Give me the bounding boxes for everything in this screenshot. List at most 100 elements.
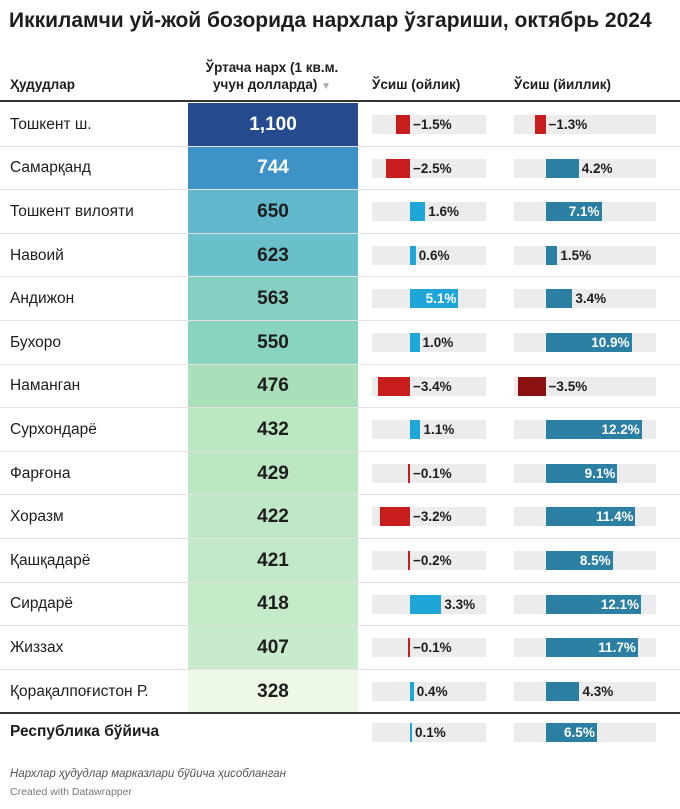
region-name: Фарғона [10, 464, 71, 482]
yearly-growth-bar[interactable] [545, 551, 613, 570]
monthly-growth-label: 5.1% [425, 291, 457, 307]
monthly-growth-label: 1.1% [423, 422, 455, 438]
monthly-growth-bar[interactable] [410, 420, 421, 440]
yearly-growth-track [514, 115, 656, 134]
monthly-growth-label: 0.4% [416, 683, 448, 699]
price-cell: 432 [188, 408, 358, 452]
monthly-growth-label: 1.6% [428, 204, 459, 220]
monthly-growth-label: 3.3% [444, 596, 476, 612]
total-monthly-growth-bar[interactable] [410, 723, 412, 742]
region-name: Қашқадарё [10, 551, 91, 569]
total-monthly-growth-track [372, 723, 486, 742]
yearly-growth-label: 9.1% [584, 465, 616, 481]
table-row: Андижон 563 5.1% 3.4% [0, 277, 680, 321]
monthly-growth-bar[interactable] [410, 202, 426, 222]
yearly-growth-label: 10.9% [591, 335, 630, 350]
yearly-growth-bar[interactable] [545, 681, 580, 701]
row-divider [0, 581, 680, 583]
yearly-growth-bar[interactable] [545, 202, 602, 222]
total-yearly-growth-bar[interactable] [545, 723, 597, 742]
yearly-growth-label: 8.5% [579, 553, 611, 568]
monthly-growth-track [372, 463, 486, 483]
monthly-growth-bar[interactable] [408, 551, 410, 570]
row-divider [0, 319, 680, 321]
monthly-growth-bar[interactable] [410, 245, 416, 265]
monthly-growth-bar[interactable] [410, 594, 442, 614]
yearly-growth-bar[interactable] [535, 115, 546, 134]
yearly-growth-bar[interactable] [545, 594, 641, 614]
footnote: Нархлар ҳудудлар марказлари бўйича ҳисоб… [10, 768, 286, 780]
monthly-growth-bar[interactable] [379, 507, 410, 527]
yearly-growth-bar[interactable] [517, 376, 546, 396]
monthly-growth-track [372, 681, 486, 701]
yearly-growth-label: 4.3% [582, 683, 614, 699]
table-row: Тошкент вилояти 650 1.6% 7.1% [0, 190, 680, 234]
monthly-growth-track [372, 245, 486, 265]
monthly-growth-label: 1.0% [422, 335, 454, 350]
sort-desc-icon[interactable]: ▼ [321, 81, 332, 92]
monthly-growth-track [372, 202, 486, 222]
table-row: Қорақалпоғистон Р. 328 0.4% 4.3% [0, 669, 680, 714]
header-monthly[interactable]: Ўсиш (ойлик) [372, 77, 461, 92]
table-row: Тошкент ш. 1,100 −1.5% −1.3% [0, 103, 680, 147]
price-cell: 650 [188, 190, 358, 234]
yearly-growth-label: 1.5% [560, 247, 592, 263]
row-divider [0, 537, 680, 539]
header-price[interactable]: Ўртача нарх (1 кв.м. учун долларда) ▼ [188, 59, 356, 95]
yearly-growth-label: 12.1% [600, 596, 639, 612]
yearly-growth-bar[interactable] [545, 158, 579, 178]
monthly-growth-bar[interactable] [410, 681, 414, 701]
region-name: Хоразм [10, 508, 64, 526]
table-row: Сурхондарё 432 1.1% 12.2% [0, 408, 680, 452]
yearly-growth-label: 12.2% [601, 422, 640, 438]
price-cell: 563 [188, 277, 358, 321]
region-name: Сурхондарё [10, 420, 97, 438]
yearly-growth-bar[interactable] [545, 333, 632, 352]
header-price-line1: Ўртача нарх (1 кв.м. [205, 60, 339, 75]
yearly-growth-bar[interactable] [545, 638, 638, 658]
price-cell: 407 [188, 626, 358, 670]
region-name: Тошкент вилояти [10, 202, 134, 220]
region-name: Андижон [10, 290, 75, 308]
price-cell: 623 [188, 233, 358, 278]
row-divider [0, 189, 680, 191]
total-yearly-growth-label: 6.5% [564, 725, 595, 740]
yearly-growth-bar[interactable] [545, 420, 642, 440]
row-divider [0, 363, 680, 365]
monthly-growth-bar[interactable] [410, 333, 420, 352]
yearly-growth-bar[interactable] [545, 463, 618, 483]
monthly-growth-bar[interactable] [386, 158, 410, 178]
monthly-growth-bar[interactable] [408, 463, 410, 483]
region-name: Самарқанд [10, 159, 91, 177]
monthly-growth-bar[interactable] [395, 115, 410, 134]
row-divider [0, 407, 680, 409]
region-name: Бухоро [10, 333, 62, 351]
header-divider [0, 100, 680, 102]
monthly-growth-bar[interactable] [410, 289, 459, 309]
region-name: Жиззах [10, 638, 64, 656]
table-row: Фарғона 429 −0.1% 9.1% [0, 451, 680, 496]
monthly-growth-bar[interactable] [408, 638, 410, 658]
row-divider [0, 450, 680, 452]
monthly-growth-bar[interactable] [377, 376, 410, 396]
monthly-growth-label: −0.1% [413, 465, 452, 481]
price-cell: 422 [188, 495, 358, 539]
region-name: Қорақалпоғистон Р. [10, 682, 149, 700]
yearly-growth-bar[interactable] [545, 245, 558, 265]
header-yearly[interactable]: Ўсиш (йиллик) [514, 77, 612, 92]
monthly-growth-label: −3.2% [413, 509, 452, 525]
table-row: Самарқанд 744 −2.5% 4.2% [0, 146, 680, 191]
monthly-growth-track [372, 333, 486, 352]
total-divider [0, 712, 680, 714]
monthly-growth-label: −2.5% [413, 160, 452, 176]
yearly-growth-bar[interactable] [545, 289, 573, 309]
credit-link[interactable]: Created with Datawrapper [10, 786, 132, 798]
row-divider [0, 625, 680, 627]
header-region[interactable]: Ҳудудлар [10, 77, 75, 92]
region-name: Навоий [10, 246, 64, 264]
price-cell: 476 [188, 364, 358, 409]
yearly-growth-track [514, 376, 656, 396]
yearly-growth-bar[interactable] [545, 507, 636, 527]
total-monthly-growth-label: 0.1% [415, 725, 446, 740]
region-name: Тошкент ш. [10, 115, 92, 133]
